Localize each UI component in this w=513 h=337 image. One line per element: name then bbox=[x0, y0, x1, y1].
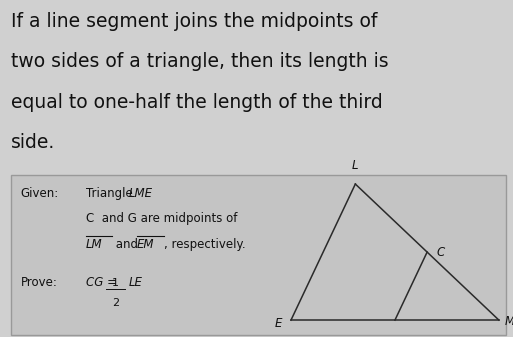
Text: 2: 2 bbox=[112, 298, 119, 308]
Text: Prove:: Prove: bbox=[21, 276, 57, 289]
Text: LME: LME bbox=[128, 187, 152, 200]
Text: LE: LE bbox=[128, 276, 142, 289]
Text: , respectively.: , respectively. bbox=[164, 238, 245, 251]
Text: Triangle: Triangle bbox=[86, 187, 136, 200]
Text: If a line segment joins the midpoints of: If a line segment joins the midpoints of bbox=[11, 12, 378, 31]
Text: L: L bbox=[352, 159, 359, 172]
Text: M: M bbox=[505, 315, 513, 328]
Text: E: E bbox=[274, 317, 282, 330]
Text: CG =: CG = bbox=[86, 276, 116, 289]
Text: LM: LM bbox=[86, 238, 102, 251]
Text: EM: EM bbox=[137, 238, 154, 251]
Text: C: C bbox=[437, 246, 445, 258]
FancyBboxPatch shape bbox=[11, 175, 506, 335]
Text: equal to one-half the length of the third: equal to one-half the length of the thir… bbox=[11, 93, 383, 112]
Text: two sides of a triangle, then its length is: two sides of a triangle, then its length… bbox=[11, 52, 389, 71]
Text: side.: side. bbox=[11, 133, 55, 152]
Text: C  and G are midpoints of: C and G are midpoints of bbox=[86, 212, 237, 225]
Text: and: and bbox=[112, 238, 142, 251]
Text: Given:: Given: bbox=[21, 187, 59, 200]
Text: 1: 1 bbox=[112, 278, 119, 288]
